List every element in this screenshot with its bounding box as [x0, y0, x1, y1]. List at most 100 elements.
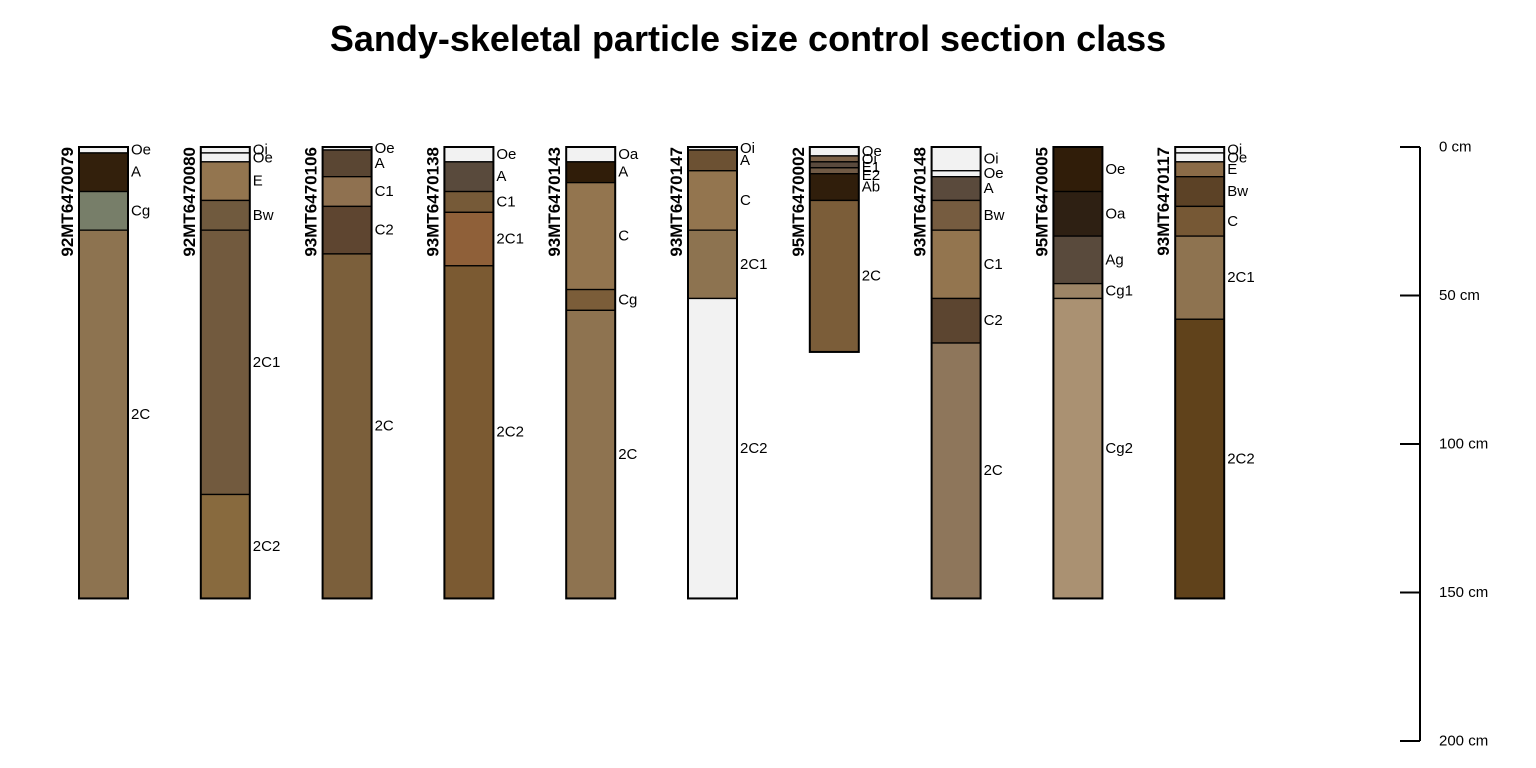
horizon-rect	[200, 161, 251, 202]
horizon-rect	[443, 161, 495, 193]
scale-tick-label: 50 cm	[1439, 287, 1480, 304]
horizon-label: C1	[375, 183, 394, 200]
horizon-label: Ag	[1105, 251, 1123, 268]
horizon-rect	[930, 176, 982, 202]
horizon-label: Oi	[984, 150, 999, 167]
horizon-rect	[930, 199, 982, 231]
horizon-label: 2C1	[253, 354, 281, 371]
horizon-rect	[1052, 146, 1104, 193]
horizon-rect	[687, 149, 738, 172]
horizon-label: 2C1	[740, 256, 768, 273]
horizon-rect	[687, 229, 738, 300]
profile-id-label: 92MT6470079	[58, 147, 77, 257]
horizon-label: A	[496, 168, 506, 185]
profile-outline	[565, 146, 617, 600]
horizon-label: 2C2	[253, 538, 281, 555]
horizon-rect	[809, 155, 860, 163]
horizon-label: Oe	[1227, 149, 1247, 166]
horizon-label: Bw	[253, 207, 274, 224]
horizon-label: 2C2	[496, 424, 524, 441]
horizon-label: 2C	[131, 406, 150, 423]
horizon-label: C2	[984, 312, 1003, 329]
horizon-rect	[200, 493, 251, 600]
scale-tick-label: 100 cm	[1439, 436, 1488, 453]
horizon-rect	[930, 342, 982, 600]
horizon-rect	[1174, 318, 1225, 600]
profile-id-label: 93MT6470138	[423, 147, 442, 257]
horizon-label: C	[740, 192, 751, 209]
horizon-label: E	[253, 173, 263, 190]
horizon-rect	[1174, 176, 1225, 208]
horizon-rect	[443, 146, 495, 163]
horizon-label: E1	[862, 159, 880, 176]
horizon-label: C	[1227, 213, 1238, 230]
horizon-rect	[1174, 161, 1225, 178]
horizon-rect	[687, 170, 738, 231]
scale-tick-label: 150 cm	[1439, 584, 1488, 601]
horizon-label: 2C2	[740, 440, 768, 457]
horizon-rect	[443, 190, 495, 213]
profile-id-label: 93MT6470143	[545, 147, 564, 257]
scale-tick-label: 200 cm	[1439, 733, 1488, 750]
profile-id-label: 93MT6470106	[302, 147, 321, 257]
horizon-label: 2C2	[1227, 450, 1255, 467]
horizon-label: C	[618, 228, 629, 245]
horizon-rect	[78, 229, 129, 600]
horizon-rect	[930, 297, 982, 344]
horizon-rect	[930, 170, 982, 178]
horizon-label: Oe	[253, 149, 273, 166]
profile-id-label: 92MT6470080	[180, 147, 199, 257]
profile-outline	[78, 146, 129, 600]
horizon-label: E	[1227, 161, 1237, 178]
horizon-label: C1	[984, 256, 1003, 273]
horizon-rect	[443, 211, 495, 267]
horizon-label: Oe	[862, 143, 882, 160]
horizon-label: 2C	[375, 418, 394, 435]
horizon-rect	[1174, 205, 1225, 237]
horizon-rect	[809, 199, 860, 353]
horizon-label: Cg	[618, 291, 637, 308]
horizon-rect	[930, 229, 982, 300]
horizon-label: Oi	[253, 141, 268, 158]
horizon-rect	[1174, 235, 1225, 320]
horizon-rect	[1174, 152, 1225, 163]
profile-id-label: 95MT6470005	[1032, 147, 1051, 257]
horizon-rect	[809, 161, 860, 169]
horizon-rect	[321, 253, 373, 600]
horizon-rect	[1052, 235, 1104, 285]
profile-outline	[808, 146, 860, 353]
horizon-rect	[1052, 190, 1104, 237]
profile-id-label: 93MT6470148	[911, 147, 930, 257]
horizon-rect	[565, 309, 616, 600]
horizon-rect	[321, 149, 373, 178]
horizon-rect	[809, 167, 860, 175]
horizon-rect	[1052, 297, 1104, 600]
profile-outline	[1174, 146, 1226, 600]
horizon-rect	[809, 173, 860, 202]
horizon-label: 2C1	[1227, 269, 1255, 286]
horizon-label: A	[984, 180, 994, 197]
horizon-label: Oa	[1105, 205, 1126, 222]
horizon-label: C1	[496, 193, 515, 210]
horizon-label: A	[375, 155, 385, 172]
horizon-label: Oe	[131, 141, 151, 158]
horizon-label: Oi	[740, 140, 755, 157]
profile-outline	[443, 146, 495, 600]
horizon-rect	[321, 176, 373, 208]
horizon-label: Bw	[1227, 183, 1248, 200]
horizon-label: Oe	[1105, 161, 1125, 178]
horizon-label: Ab	[862, 179, 880, 196]
horizon-label: E2	[862, 167, 880, 184]
horizon-rect	[809, 146, 860, 157]
horizon-label: 2C	[984, 462, 1003, 479]
horizon-label: Oa	[618, 146, 639, 163]
horizon-rect	[78, 190, 129, 231]
horizon-label: A	[618, 164, 628, 181]
horizon-rect	[1052, 282, 1104, 300]
horizon-rect	[321, 205, 373, 255]
